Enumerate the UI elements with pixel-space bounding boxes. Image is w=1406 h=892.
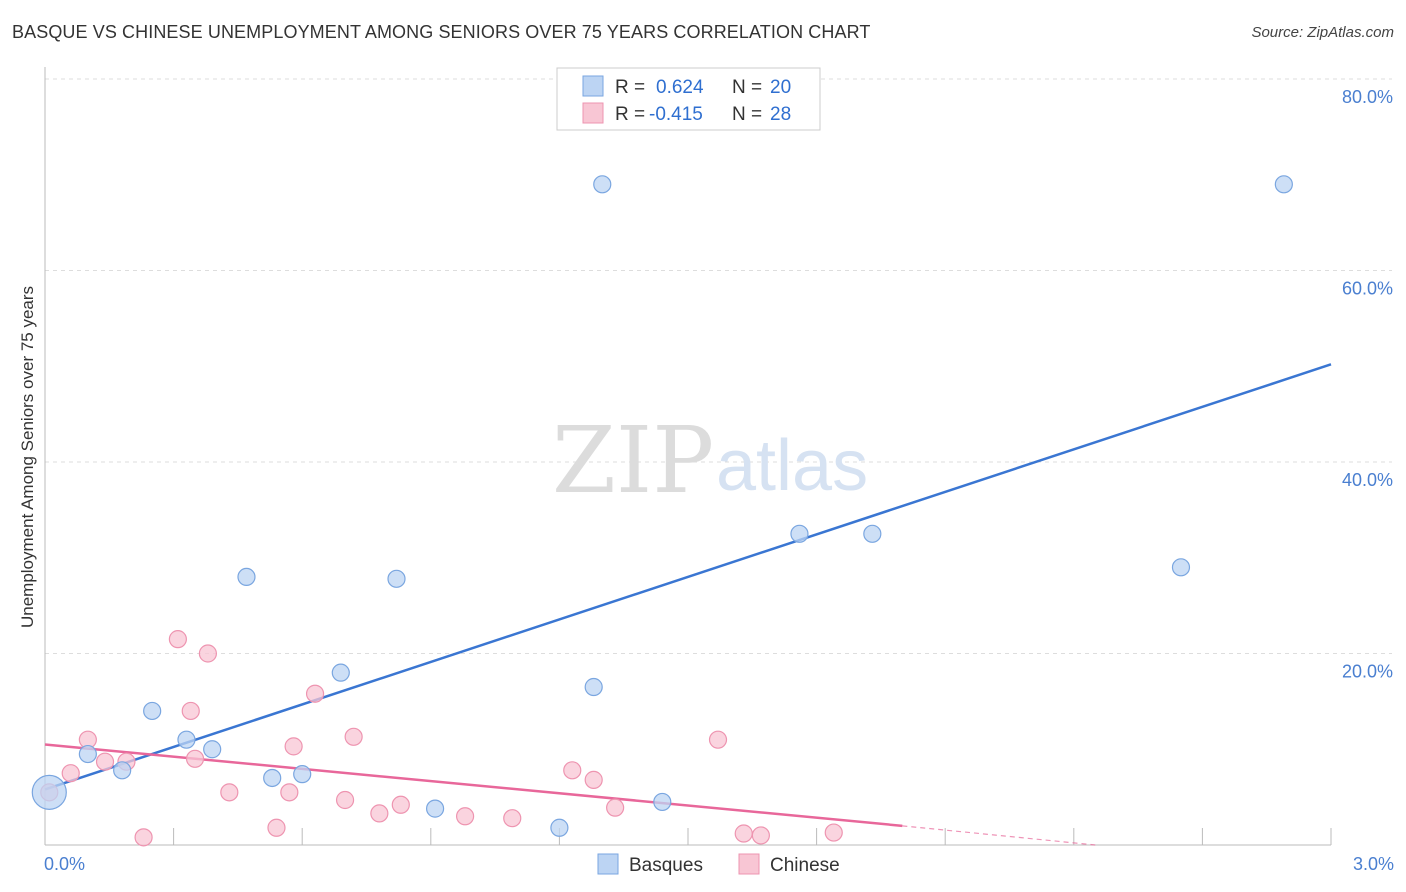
source-label: Source: ZipAtlas.com bbox=[1251, 24, 1394, 41]
y-axis-label: Unemployment Among Seniors over 75 years bbox=[18, 286, 37, 628]
chinese-point bbox=[220, 783, 239, 802]
chinese-point bbox=[168, 630, 187, 649]
basques-point bbox=[1171, 558, 1191, 577]
chinese-point bbox=[181, 701, 200, 721]
chinese-point bbox=[344, 727, 363, 746]
basques-point bbox=[584, 677, 603, 697]
chinese-trend-extension bbox=[902, 825, 1096, 846]
chinese-n-value: 28 bbox=[770, 104, 791, 125]
basques-swatch bbox=[582, 75, 604, 97]
chart-title: BASQUE VS CHINESE UNEMPLOYMENT AMONG SEN… bbox=[12, 22, 871, 42]
chinese-point bbox=[134, 828, 153, 847]
y-tick-label-80: 80.0% bbox=[1342, 87, 1393, 107]
chinese-point bbox=[61, 764, 80, 783]
series-legend: Basques Chinese bbox=[597, 853, 840, 876]
y-tick-labels: 20.0% 40.0% 60.0% 80.0% bbox=[1342, 87, 1393, 682]
x-tick-label-max: 3.0% bbox=[1353, 854, 1394, 874]
x-tick-labels: 0.0% 3.0% bbox=[44, 854, 1394, 874]
chinese-point bbox=[391, 795, 410, 814]
chinese-point bbox=[606, 798, 625, 817]
chinese-point bbox=[284, 737, 303, 756]
basques-point bbox=[113, 761, 132, 780]
legend-chinese-label: Chinese bbox=[770, 855, 840, 876]
basques-point bbox=[78, 744, 97, 764]
chinese-point bbox=[563, 761, 582, 780]
basques-trend-line bbox=[44, 363, 1332, 791]
basques-point bbox=[237, 567, 256, 587]
basques-point bbox=[790, 524, 809, 543]
y-tick-label-40: 40.0% bbox=[1342, 470, 1393, 490]
chinese-point bbox=[305, 684, 325, 703]
x-tick-label-min: 0.0% bbox=[44, 854, 85, 874]
watermark-atlas: atlas bbox=[716, 426, 868, 506]
data-points bbox=[31, 175, 1293, 847]
legend-chinese-swatch bbox=[738, 853, 760, 875]
grid-lines bbox=[45, 78, 1392, 654]
basques-point bbox=[177, 730, 196, 749]
basques-point bbox=[203, 740, 222, 759]
basques-n-label: N = bbox=[732, 77, 762, 98]
basques-n-value: 20 bbox=[770, 77, 791, 98]
legend-basques-swatch bbox=[597, 853, 619, 875]
chinese-point bbox=[280, 783, 299, 802]
chinese-swatch bbox=[582, 102, 604, 124]
stats-legend: R = 0.624 N = 20 R = -0.415 N = 28 bbox=[556, 67, 821, 131]
chinese-point bbox=[584, 770, 603, 789]
chinese-point bbox=[455, 807, 475, 826]
watermark: ZIP atlas bbox=[552, 407, 868, 514]
basques-point bbox=[863, 524, 882, 543]
basques-point bbox=[293, 765, 312, 784]
chinese-point bbox=[267, 818, 286, 837]
chinese-point bbox=[503, 809, 522, 828]
chinese-point bbox=[824, 823, 843, 842]
basques-point bbox=[331, 663, 350, 682]
chinese-point bbox=[751, 826, 770, 845]
basques-point bbox=[263, 768, 282, 788]
basques-point bbox=[143, 701, 162, 721]
chinese-point bbox=[185, 749, 205, 768]
basques-point bbox=[653, 792, 672, 812]
basques-r-label: R = bbox=[615, 77, 645, 98]
basques-point bbox=[387, 569, 406, 588]
watermark-zip: ZIP bbox=[552, 407, 714, 514]
chinese-point bbox=[708, 730, 728, 749]
basques-point bbox=[31, 774, 67, 810]
chinese-r-value: -0.415 bbox=[649, 104, 703, 125]
basques-point bbox=[425, 799, 445, 818]
y-tick-label-60: 60.0% bbox=[1342, 279, 1393, 299]
y-tick-label-20: 20.0% bbox=[1342, 662, 1393, 682]
chinese-point bbox=[370, 804, 389, 823]
chinese-point bbox=[335, 790, 355, 810]
chinese-point bbox=[95, 752, 115, 771]
chinese-r-label: R = bbox=[615, 104, 645, 125]
basques-point bbox=[550, 818, 569, 837]
legend-basques-label: Basques bbox=[629, 855, 703, 876]
chinese-point bbox=[198, 644, 217, 663]
basques-r-value: 0.624 bbox=[656, 77, 704, 98]
chinese-n-label: N = bbox=[732, 104, 762, 125]
chinese-point bbox=[734, 824, 753, 843]
basques-point bbox=[1274, 175, 1293, 194]
basques-point bbox=[593, 175, 612, 194]
